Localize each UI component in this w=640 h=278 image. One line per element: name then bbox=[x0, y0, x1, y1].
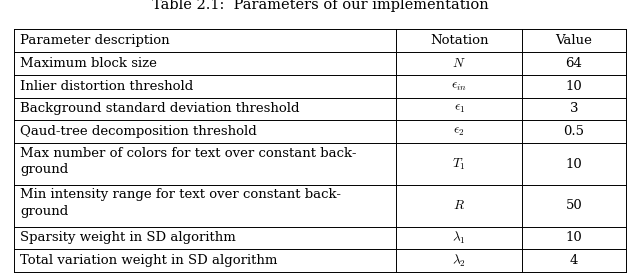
Text: Table 2.1:  Parameters of our implementation: Table 2.1: Parameters of our implementat… bbox=[152, 0, 488, 12]
Text: Min intensity range for text over constant back-: Min intensity range for text over consta… bbox=[20, 188, 342, 201]
Text: 50: 50 bbox=[566, 199, 582, 212]
Text: $R$: $R$ bbox=[453, 199, 465, 212]
Text: $\epsilon_{in}$: $\epsilon_{in}$ bbox=[451, 80, 467, 93]
Text: Value: Value bbox=[556, 34, 593, 47]
Text: 3: 3 bbox=[570, 103, 578, 115]
Text: Maximum block size: Maximum block size bbox=[20, 57, 157, 70]
Text: Sparsity weight in SD algorithm: Sparsity weight in SD algorithm bbox=[20, 232, 236, 244]
Text: 4: 4 bbox=[570, 254, 578, 267]
Text: $\epsilon_2$: $\epsilon_2$ bbox=[454, 125, 465, 138]
Text: $\epsilon_1$: $\epsilon_1$ bbox=[454, 103, 465, 115]
Text: 0.5: 0.5 bbox=[563, 125, 584, 138]
Text: 10: 10 bbox=[566, 232, 582, 244]
Text: Parameter description: Parameter description bbox=[20, 34, 170, 47]
Text: $N$: $N$ bbox=[452, 57, 466, 70]
Text: 10: 10 bbox=[566, 80, 582, 93]
Text: ground: ground bbox=[20, 163, 68, 176]
Text: Background standard deviation threshold: Background standard deviation threshold bbox=[20, 103, 300, 115]
Text: $\lambda_1$: $\lambda_1$ bbox=[452, 230, 466, 246]
Text: ground: ground bbox=[20, 205, 68, 218]
Text: Max number of colors for text over constant back-: Max number of colors for text over const… bbox=[20, 147, 357, 160]
Text: $T_1$: $T_1$ bbox=[452, 157, 466, 172]
Text: Notation: Notation bbox=[430, 34, 488, 47]
Text: Qaud-tree decomposition threshold: Qaud-tree decomposition threshold bbox=[20, 125, 257, 138]
Text: 10: 10 bbox=[566, 158, 582, 170]
Text: 64: 64 bbox=[566, 57, 582, 70]
Text: Total variation weight in SD algorithm: Total variation weight in SD algorithm bbox=[20, 254, 278, 267]
Text: $\lambda_2$: $\lambda_2$ bbox=[452, 253, 466, 269]
Text: Inlier distortion threshold: Inlier distortion threshold bbox=[20, 80, 194, 93]
